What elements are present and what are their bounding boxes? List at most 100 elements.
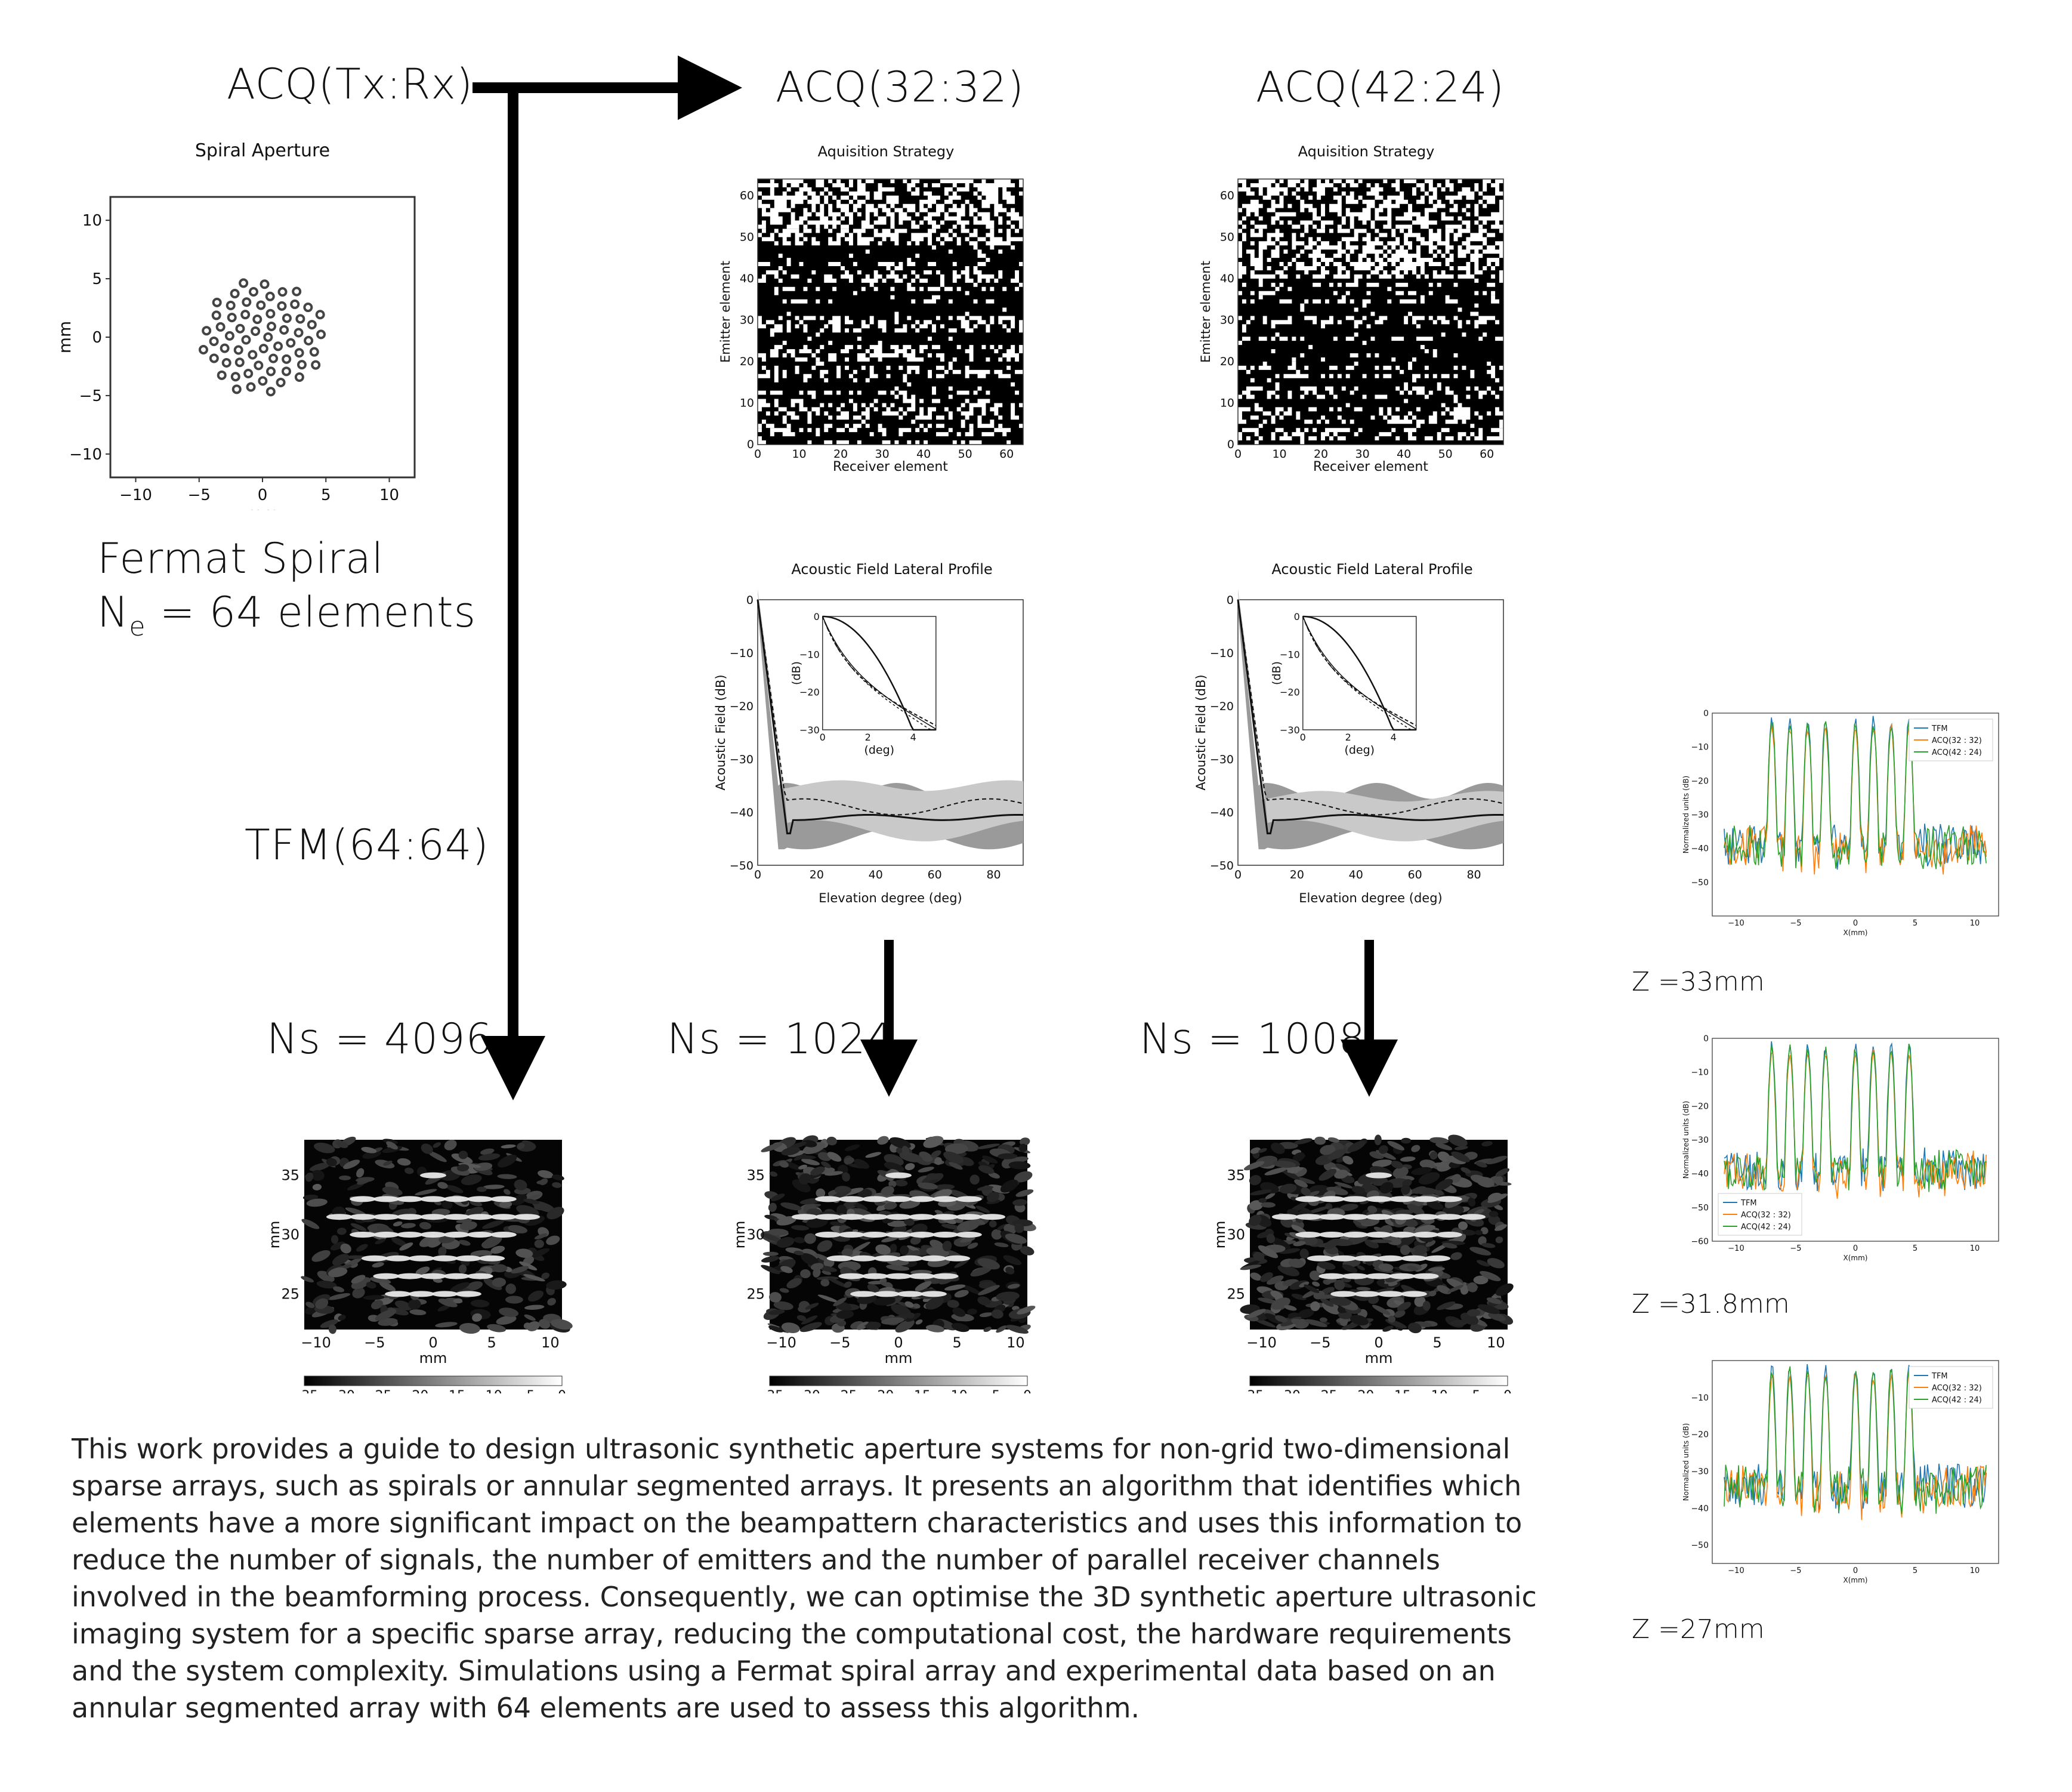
speckle xyxy=(1020,1137,1030,1146)
z-label-318: Z =31.8mm xyxy=(1632,1289,1790,1319)
x-tick-label: −5 xyxy=(1790,1244,1801,1253)
reflector xyxy=(396,1232,423,1238)
speckle xyxy=(768,1228,789,1236)
reflector xyxy=(1400,1291,1427,1297)
speckle xyxy=(1370,1239,1392,1244)
speckle xyxy=(962,1285,981,1295)
speckle xyxy=(925,1297,944,1310)
y-tick-label: 30 xyxy=(281,1226,299,1243)
x-axis-label: X(mm) xyxy=(1844,1254,1868,1262)
speckle xyxy=(480,1148,495,1155)
speckle xyxy=(1277,1264,1300,1276)
speckle xyxy=(541,1272,549,1279)
speckle xyxy=(1309,1270,1320,1281)
speckle xyxy=(889,1137,911,1149)
profile-plot-z318: 0−10−20−30−40−50−60−10 −5 0 5 10X(mm)Normali… xyxy=(1682,1034,1999,1262)
speckle xyxy=(889,1244,897,1254)
y-tick-label: 25 xyxy=(746,1285,765,1302)
speckle xyxy=(309,1162,331,1171)
speckle xyxy=(792,1179,811,1193)
speckle xyxy=(793,1250,804,1256)
speckle xyxy=(361,1147,377,1153)
speckle xyxy=(982,1155,998,1164)
reflector xyxy=(1412,1214,1439,1220)
speckle xyxy=(910,1236,921,1245)
speckle xyxy=(347,1207,366,1215)
array-element xyxy=(307,320,317,330)
speckle xyxy=(952,1307,966,1317)
speckle xyxy=(552,1182,562,1188)
speckle xyxy=(910,1250,921,1256)
colorbar-tick: −5 xyxy=(515,1389,535,1393)
reflector xyxy=(1307,1255,1333,1262)
y-tick-label: 40 xyxy=(740,272,754,285)
speckle xyxy=(490,1245,505,1254)
speckle xyxy=(1407,1204,1425,1216)
reflector xyxy=(490,1196,517,1202)
speckle xyxy=(1258,1148,1267,1153)
speckle xyxy=(934,1210,943,1214)
speckle xyxy=(852,1202,868,1211)
speckle xyxy=(1403,1218,1418,1227)
profile-series xyxy=(1724,1366,1987,1515)
colorbar-tick: −15 xyxy=(903,1389,931,1393)
speckle xyxy=(317,1270,335,1282)
speckle xyxy=(1266,1233,1276,1244)
speckle xyxy=(1342,1264,1358,1273)
speckle xyxy=(762,1251,779,1256)
speckle xyxy=(1014,1171,1033,1183)
speckle xyxy=(781,1322,800,1333)
matrix-cells xyxy=(1238,179,1503,445)
speckle xyxy=(1270,1290,1283,1300)
y-axis-label: Normalized units (dB) xyxy=(1682,1101,1690,1179)
speckle xyxy=(799,1322,822,1333)
speckle xyxy=(523,1274,545,1282)
speckle xyxy=(1014,1223,1024,1233)
reflector xyxy=(861,1232,888,1238)
reflector xyxy=(1342,1232,1369,1238)
speckle xyxy=(1446,1155,1466,1164)
legend-label: ACQ(42 : 24) xyxy=(1741,1223,1791,1232)
array-element xyxy=(230,372,240,382)
speckle xyxy=(501,1144,516,1149)
speckle xyxy=(1250,1272,1262,1281)
y-tick-label: 0 xyxy=(746,594,754,607)
speckle xyxy=(453,1298,463,1304)
speckle xyxy=(434,1201,442,1205)
speckle xyxy=(1428,1267,1445,1272)
reflector xyxy=(909,1214,935,1220)
speckle xyxy=(487,1324,507,1333)
speckle xyxy=(435,1322,458,1328)
speckle xyxy=(768,1202,777,1212)
inset-x-tick: 2 xyxy=(1345,732,1351,743)
reflector xyxy=(1318,1214,1345,1220)
speckle xyxy=(527,1194,541,1200)
x-tick-label: 0 xyxy=(1234,868,1242,881)
y-tick-label: −60 xyxy=(1691,1237,1709,1247)
speckle xyxy=(301,1276,314,1282)
inset-x-tick: 0 xyxy=(1300,732,1306,743)
x-tick-label: 5 xyxy=(1913,1566,1917,1575)
array-element xyxy=(224,331,234,341)
speckle xyxy=(895,1319,915,1333)
speckle xyxy=(1307,1206,1330,1214)
speckle xyxy=(1415,1225,1435,1233)
inset-y-label: (dB) xyxy=(1270,661,1283,685)
speckle xyxy=(978,1285,1000,1296)
reflector xyxy=(885,1172,912,1179)
speckle xyxy=(1388,1315,1396,1323)
speckle xyxy=(1486,1155,1508,1165)
speckle xyxy=(880,1281,893,1288)
speckle xyxy=(1458,1221,1468,1230)
speckle xyxy=(865,1152,882,1158)
speckle xyxy=(1256,1230,1274,1238)
reflector xyxy=(385,1291,412,1297)
reflector xyxy=(826,1255,853,1262)
speckle xyxy=(1018,1143,1027,1152)
x-tick-label: 50 xyxy=(1438,448,1453,461)
speckle xyxy=(478,1153,501,1161)
speckle xyxy=(1451,1174,1462,1183)
speckle xyxy=(302,1194,319,1200)
speckle xyxy=(781,1147,801,1156)
speckle xyxy=(1327,1137,1340,1143)
